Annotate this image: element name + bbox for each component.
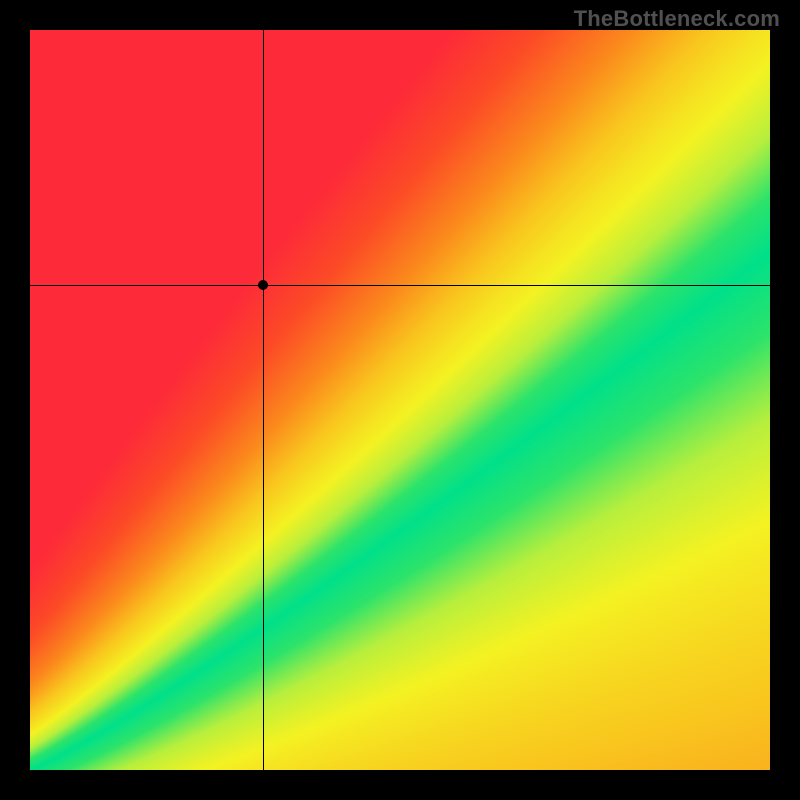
chart-container: TheBottleneck.com (0, 0, 800, 800)
watermark-text: TheBottleneck.com (574, 6, 780, 32)
crosshair-marker (258, 280, 268, 290)
crosshair-vertical (263, 30, 264, 770)
plot-area (30, 30, 770, 770)
crosshair-horizontal (30, 285, 770, 286)
heatmap-canvas (30, 30, 770, 770)
